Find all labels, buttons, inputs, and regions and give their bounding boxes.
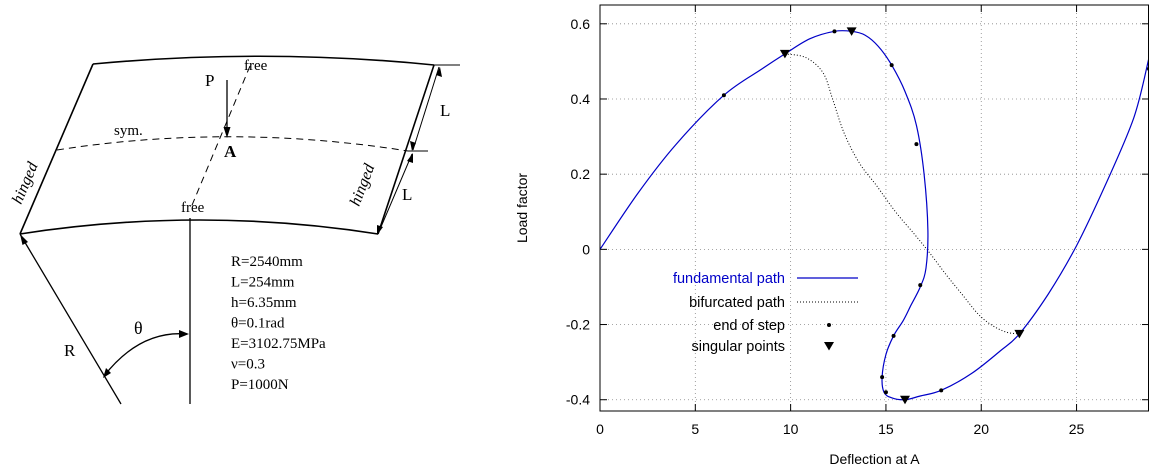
- x-tick-label: 20: [973, 421, 989, 437]
- dim-arrow-3: [407, 153, 413, 163]
- length-label-bottom: L: [402, 185, 412, 204]
- end-of-step-marker: [918, 283, 923, 288]
- free-label-bottom: free: [181, 200, 205, 216]
- x-tick-label: 5: [691, 421, 699, 437]
- legend: fundamental path bifurcated path end of st…: [673, 271, 858, 355]
- tick-labels: 0 5 10 15 20 25 -0.4 -0.2 0 0.2 0.4 0.6: [566, 16, 1085, 437]
- x-axis-label: Deflection at A: [829, 451, 920, 467]
- load-arrowhead: [223, 127, 231, 138]
- parameter-0: R=2540mm: [231, 254, 303, 270]
- end-of-step-marker: [891, 333, 896, 338]
- parameter-4: E=3102.75MPa: [231, 336, 326, 352]
- load-deflection-chart: 0 5 10 15 20 25 -0.4 -0.2 0 0.2 0.4 0.6 fundamental…: [514, 4, 1149, 467]
- length-label-top: L: [440, 101, 450, 120]
- end-of-step-marker: [880, 375, 885, 380]
- sym-label: sym.: [114, 123, 143, 139]
- end-of-step-marker: [721, 93, 726, 98]
- parameter-3: θ=0.1rad: [231, 316, 285, 332]
- legend-label: fundamental path: [673, 271, 785, 287]
- x-tick-label: 15: [878, 421, 894, 437]
- hinged-label-left: hinged: [9, 159, 42, 207]
- shell-left-edge: [19, 63, 94, 235]
- y-tick-label: 0.4: [571, 91, 591, 107]
- parameter-1: L=254mm: [231, 275, 295, 291]
- parameter-list: R=2540mm L=254mm h=6.35mm θ=0.1rad E=3102.75…: [231, 254, 326, 393]
- radius-line: [19, 233, 122, 405]
- parameter-6: P=1000N: [231, 377, 289, 393]
- parameter-2: h=6.35mm: [231, 295, 297, 311]
- grid: [600, 5, 1149, 411]
- dim-arrow-2: [410, 141, 416, 151]
- angle-arrow-left: [103, 368, 111, 378]
- angle-label: θ: [134, 318, 143, 338]
- dim-line-top: [412, 66, 440, 151]
- end-of-step-marker: [914, 142, 919, 147]
- dim-arrow-4: [377, 225, 383, 235]
- dim-line-bottom: [377, 153, 413, 235]
- free-label-top: free: [244, 58, 268, 74]
- x-tick-label: 0: [596, 421, 604, 437]
- y-tick-label: -0.4: [566, 392, 590, 408]
- y-tick-label: 0.2: [571, 166, 591, 182]
- legend-sample-singular: [824, 342, 834, 351]
- x-tick-label: 25: [1069, 421, 1085, 437]
- y-tick-label: 0: [582, 241, 590, 257]
- load-label: P: [205, 71, 214, 90]
- angle-arc: [103, 333, 188, 377]
- radius-label: R: [64, 341, 76, 360]
- plot-frame: [599, 4, 1149, 412]
- y-tick-label: 0.6: [571, 16, 591, 32]
- end-of-step-marker: [939, 388, 944, 393]
- dim-arrow-1: [436, 67, 442, 77]
- shell-right-edge: [377, 64, 435, 235]
- end-of-step-marker: [832, 29, 837, 34]
- point-a-label: A: [224, 142, 237, 161]
- singular-point-marker: [900, 395, 910, 405]
- legend-label: singular points: [692, 339, 786, 355]
- legend-sample-end-of-step: [827, 323, 831, 327]
- parameter-5: ν=0.3: [231, 357, 265, 373]
- free-line: [189, 65, 251, 211]
- hinged-label-right: hinged: [347, 161, 379, 209]
- legend-label: end of step: [713, 318, 785, 334]
- radius-arrowhead: [20, 234, 28, 245]
- singular-point-marker: [779, 49, 790, 59]
- data-series: [599, 27, 1149, 405]
- end-of-step-marker: [883, 390, 888, 395]
- singular-point-marker: [846, 27, 857, 36]
- shell-bottom-edge: [19, 219, 379, 235]
- sym-line: [56, 136, 409, 152]
- fundamental-path-line: [599, 30, 1149, 401]
- x-tick-label: 10: [783, 421, 799, 437]
- singular-point-marker: [1014, 329, 1025, 339]
- y-tick-label: -0.2: [566, 317, 590, 333]
- legend-label: bifurcated path: [689, 295, 785, 311]
- shell-diagram: P free free sym. A hinged hinged L L R θ…: [9, 55, 460, 405]
- end-of-step-marker: [889, 63, 894, 68]
- shell-top-edge: [92, 55, 435, 66]
- bifurcated-path-line: [784, 53, 1020, 335]
- tick-marks: [599, 5, 1149, 411]
- angle-arrow-right: [179, 330, 189, 338]
- y-axis-label: Load factor: [514, 173, 530, 243]
